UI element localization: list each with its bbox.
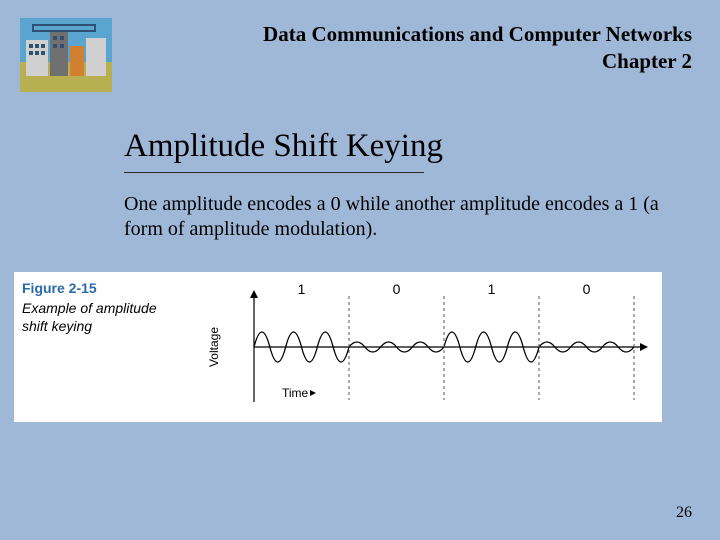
svg-text:1: 1 xyxy=(298,281,306,297)
page-number: 26 xyxy=(676,504,692,522)
slide: Data Communications and Computer Network… xyxy=(0,0,720,540)
svg-text:Voltage: Voltage xyxy=(207,327,221,367)
header-text: Data Communications and Computer Network… xyxy=(124,18,692,74)
figure-caption: Example of amplitude shift keying xyxy=(22,300,166,335)
svg-text:0: 0 xyxy=(393,281,401,297)
book-cover-thumbnail xyxy=(20,18,112,92)
ask-waveform-chart: Voltage Time 1 0 1 0 xyxy=(174,272,662,422)
heading-underline xyxy=(124,172,424,173)
body-paragraph: One amplitude encodes a 0 while another … xyxy=(124,192,680,242)
figure-label-panel: Figure 2-15 Example of amplitude shift k… xyxy=(14,272,174,422)
header: Data Communications and Computer Network… xyxy=(20,18,692,92)
svg-text:Time: Time xyxy=(282,386,309,400)
figure-number: Figure 2-15 xyxy=(22,280,166,296)
figure: Figure 2-15 Example of amplitude shift k… xyxy=(14,272,662,422)
page-title: Amplitude Shift Keying xyxy=(124,128,443,165)
course-title: Data Communications and Computer Network… xyxy=(124,22,692,47)
svg-text:0: 0 xyxy=(583,281,591,297)
chapter-label: Chapter 2 xyxy=(124,49,692,74)
svg-text:1: 1 xyxy=(488,281,496,297)
